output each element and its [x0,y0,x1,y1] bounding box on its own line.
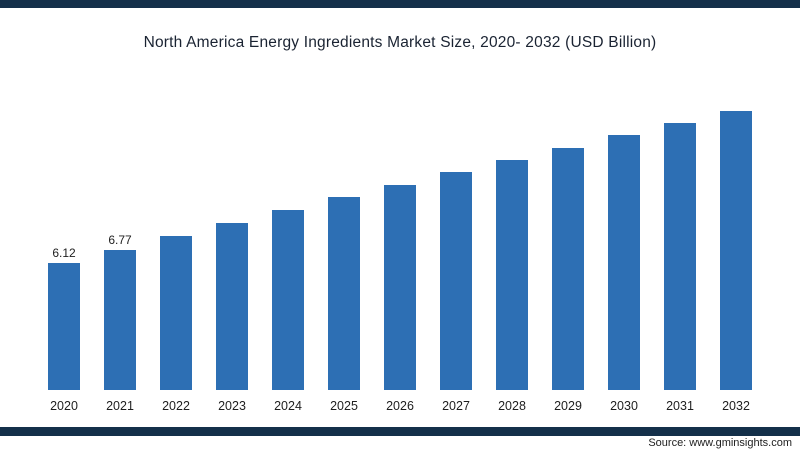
bar-2024 [272,210,304,390]
bar-2021 [104,250,136,390]
x-axis-label-2030: 2030 [610,399,638,413]
bar-column-2031: 2031 [652,94,708,414]
x-axis-label-2031: 2031 [666,399,694,413]
bar-2028 [496,160,528,390]
bar-column-2030: 2030 [596,94,652,414]
x-axis-label-2022: 2022 [162,399,190,413]
bar-column-2025: 2025 [316,94,372,414]
bar-column-2027: 2027 [428,94,484,414]
top-accent-bar [0,0,800,8]
bar-2030 [608,135,640,390]
x-axis-label-2020: 2020 [50,399,78,413]
x-axis-label-2028: 2028 [498,399,526,413]
bar-chart: 6.12 2020 6.77 2021 2022 2023 2024 2025 2026 2027… [36,94,764,414]
bar-column-2026: 2026 [372,94,428,414]
bar-value-label: 6.77 [108,233,132,247]
x-axis-label-2025: 2025 [330,399,358,413]
bar-2022 [160,236,192,390]
bar-value-label: 6.12 [52,246,76,260]
bar-column-2028: 2028 [484,94,540,414]
bar-column-2022: 2022 [148,94,204,414]
bar-2031 [664,123,696,390]
chart-title: North America Energy Ingredients Market … [143,34,657,51]
bar-column-2029: 2029 [540,94,596,414]
x-axis-label-2027: 2027 [442,399,470,413]
bar-2029 [552,148,584,390]
bar-2025 [328,197,360,390]
bar-2020 [48,263,80,390]
source-attribution: Source: www.gminsights.com [648,437,792,449]
bar-column-2023: 2023 [204,94,260,414]
bar-2026 [384,185,416,390]
bar-2032 [720,110,752,390]
x-axis-label-2021: 2021 [106,399,134,413]
x-axis-label-2024: 2024 [274,399,302,413]
x-axis-label-2026: 2026 [386,399,414,413]
bar-2023 [216,223,248,390]
x-axis-label-2032: 2032 [722,399,750,413]
bar-column-2024: 2024 [260,94,316,414]
bar-column-2021: 6.77 2021 [92,94,148,414]
bar-2027 [440,172,472,390]
bar-column-2020: 6.12 2020 [36,94,92,414]
x-axis-label-2023: 2023 [218,399,246,413]
bar-column-2032: 2032 [708,94,764,414]
bottom-accent-bar [0,427,800,436]
x-axis-label-2029: 2029 [554,399,582,413]
